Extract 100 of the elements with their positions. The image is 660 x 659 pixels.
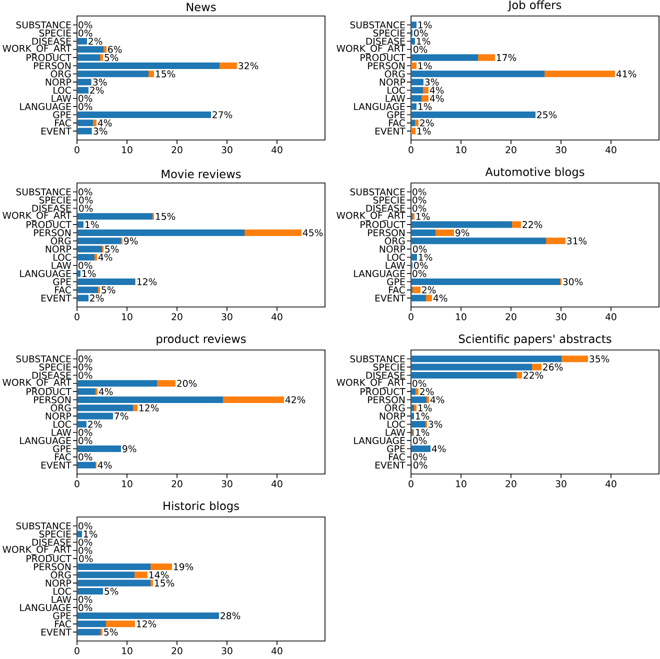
total-label: 1%	[418, 62, 432, 70]
total-label: 35%	[590, 355, 610, 362]
y-tick-label: LAW	[386, 95, 406, 102]
y-tick-label: EVENT	[375, 294, 406, 302]
y-tick-label: ORG	[384, 70, 405, 78]
total-label: 3%	[94, 128, 108, 135]
bar	[516, 372, 522, 378]
y-tick-label: SPECIE	[39, 30, 71, 37]
bar	[478, 54, 496, 61]
total-label: 42%	[285, 396, 306, 404]
total-label: 0%	[79, 204, 93, 212]
total-label: 3%	[428, 420, 442, 428]
y-tick-label: FAC	[389, 286, 405, 294]
y-tick-label: DISEASE	[32, 204, 71, 212]
total-label: 45%	[302, 229, 323, 236]
total-label: 0%	[79, 196, 93, 204]
total-label: 0%	[79, 555, 93, 562]
y-tick-label: PERSON	[34, 62, 70, 70]
y-tick-label: PERSON	[34, 229, 70, 236]
total-label: 0%	[78, 262, 92, 269]
bar	[546, 238, 566, 244]
y-tick-label: SUBSTANCE	[16, 355, 71, 362]
y-tick-label: LAW	[386, 429, 406, 436]
total-label: 17%	[496, 54, 516, 62]
total-label: 0%	[414, 30, 428, 37]
y-tick-label: PERSON	[34, 396, 70, 404]
bar	[106, 620, 136, 628]
total-label: 0%	[412, 196, 426, 204]
y-tick-label: FAC	[389, 453, 405, 460]
total-label: 1%	[84, 530, 98, 538]
bar	[436, 229, 454, 236]
y-tick-label: LAW	[52, 596, 72, 603]
y-tick-label: WORK_OF_ART	[336, 378, 406, 388]
total-label: 2%	[90, 86, 104, 94]
total-label: 6%	[108, 46, 122, 53]
y-tick-label: LOC	[388, 86, 405, 94]
y-tick-label: PRODUCT	[360, 388, 406, 396]
y-tick-label: PRODUCT	[26, 54, 72, 62]
y-tick-label: LAW	[52, 262, 72, 269]
y-tick-label: GPE	[387, 111, 405, 118]
total-label: 2%	[90, 294, 104, 302]
y-tick-label: LANGUAGE	[354, 270, 405, 278]
bar	[77, 128, 92, 134]
bar	[77, 462, 96, 468]
y-tick-label: NORP	[380, 78, 406, 86]
bar	[223, 396, 284, 403]
y-tick-label: WORK_OF_ART	[336, 212, 406, 221]
total-label: 9%	[456, 229, 470, 236]
total-label: 0%	[78, 437, 92, 444]
total-label: 1%	[418, 254, 432, 261]
total-label: 0%	[414, 462, 428, 469]
y-tick-label: SPECIE	[39, 530, 71, 538]
bar	[411, 22, 417, 28]
total-label: 0%	[78, 604, 92, 612]
bar	[411, 294, 426, 302]
chart-title: product reviews	[156, 334, 246, 346]
total-label: 1%	[418, 404, 432, 412]
total-label: 1%	[416, 412, 430, 420]
total-label: 0%	[78, 21, 92, 28]
bar	[133, 404, 138, 412]
y-tick-label: FAC	[55, 620, 71, 628]
x-tick-label: 20	[172, 146, 182, 154]
x-tick-label: 40	[272, 480, 282, 488]
x-tick-label: 30	[556, 313, 566, 320]
bar	[77, 380, 158, 387]
total-label: 1%	[416, 38, 430, 45]
total-label: 4%	[433, 294, 448, 302]
y-tick-label: WORK_OF_ART	[336, 44, 406, 54]
y-tick-label: GPE	[53, 612, 71, 620]
x-tick-label: 0	[74, 647, 80, 654]
total-label: 4%	[432, 445, 446, 452]
x-tick-label: 0	[74, 480, 80, 488]
bar	[411, 54, 478, 61]
total-label: 0%	[78, 546, 92, 554]
y-tick-label: NORP	[46, 78, 72, 86]
y-tick-label: LAW	[52, 95, 72, 102]
total-label: 3%	[425, 78, 439, 86]
chart-title: News	[186, 2, 216, 12]
total-label: 4%	[98, 254, 112, 261]
y-tick-label: SPECIE	[373, 30, 405, 37]
y-tick-label: NORP	[380, 246, 406, 253]
y-tick-label: ORG	[50, 70, 71, 78]
total-label: 19%	[174, 563, 194, 570]
y-tick-label: LOC	[388, 254, 405, 261]
bar	[157, 380, 176, 387]
total-label: 15%	[156, 212, 176, 220]
bar	[415, 120, 418, 126]
bar	[544, 70, 615, 78]
y-tick-label: LOC	[54, 86, 71, 94]
chart-title: Automotive blogs	[485, 167, 584, 178]
y-tick-label: SPECIE	[373, 196, 405, 204]
x-tick-label: 40	[272, 146, 282, 154]
bar	[512, 221, 521, 228]
bar	[100, 54, 104, 61]
total-label: 0%	[412, 270, 426, 278]
y-tick-label: LOC	[54, 420, 71, 428]
y-tick-label: WORK_OF_ART	[2, 44, 72, 54]
total-label: 41%	[616, 70, 636, 78]
bar	[77, 445, 122, 452]
bar	[93, 120, 97, 126]
